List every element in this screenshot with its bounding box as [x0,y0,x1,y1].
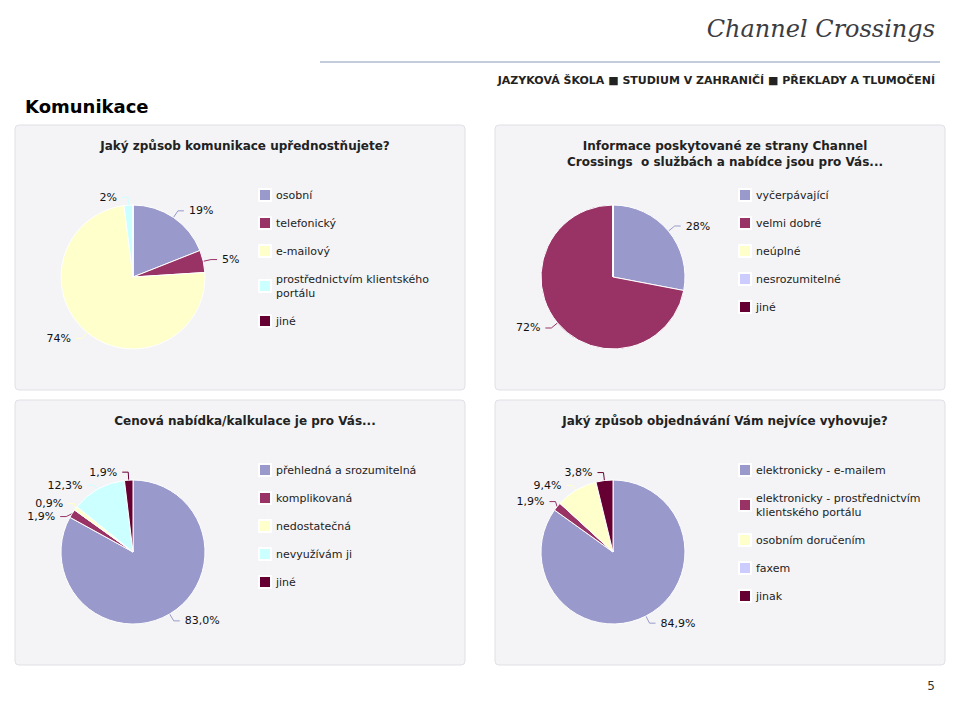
svg-text:Jaký způsob komunikace upředno: Jaký způsob komunikace upřednostňujete? [99,139,390,153]
svg-text:osobní: osobní [276,189,313,202]
svg-text:1,9%: 1,9% [27,510,55,523]
svg-text:prostřednictvím klientského: prostřednictvím klientského [276,273,429,286]
svg-text:jiné: jiné [755,301,776,314]
svg-text:Komunikace: Komunikace [25,96,149,117]
svg-text:jiné: jiné [275,315,296,328]
svg-text:Channel Crossings: Channel Crossings [707,15,935,43]
svg-text:komplikovaná: komplikovaná [276,492,352,505]
svg-text:JAZYKOVÁ ŠKOLA ■ STUDIUM V ZAH: JAZYKOVÁ ŠKOLA ■ STUDIUM V ZAHRANIČÍ ■ P… [497,74,935,87]
svg-text:72%: 72% [516,321,540,334]
svg-text:portálu: portálu [276,287,315,300]
svg-text:19%: 19% [189,204,213,217]
svg-text:neúplné: neúplné [756,245,801,258]
svg-text:9,4%: 9,4% [534,479,562,492]
svg-text:nesrozumitelné: nesrozumitelné [756,273,841,286]
svg-text:5%: 5% [222,253,239,266]
svg-text:1,9%: 1,9% [89,466,117,479]
svg-text:velmi dobré: velmi dobré [756,217,822,230]
svg-text:74%: 74% [47,332,71,345]
svg-text:84,9%: 84,9% [661,617,696,630]
svg-text:1,9%: 1,9% [517,495,545,508]
svg-text:elektronicky - e-mailem: elektronicky - e-mailem [756,464,886,477]
svg-text:Informace poskytované ze stran: Informace poskytované ze strany Channel [583,139,867,153]
svg-text:2%: 2% [100,191,117,204]
svg-text:faxem: faxem [756,562,790,575]
svg-text:Crossings o službách a nabídc: Crossings o službách a nabídce jsou pro … [567,155,883,169]
svg-text:jiné: jiné [275,576,296,589]
svg-text:jinak: jinak [755,590,783,603]
svg-text:e-mailový: e-mailový [276,245,331,258]
svg-text:elektronicky - prostřednictvím: elektronicky - prostřednictvím [756,492,921,505]
svg-text:12,3%: 12,3% [48,479,83,492]
svg-text:Cenová nabídka/kalkulace je pr: Cenová nabídka/kalkulace je pro Vás... [114,414,376,428]
svg-text:Jaký způsob objednávání Vám ne: Jaký způsob objednávání Vám nejvíce vyho… [561,414,888,428]
svg-text:přehledná a srozumitelná: přehledná a srozumitelná [276,464,416,477]
svg-text:vyčerpávající: vyčerpávající [756,189,829,202]
svg-text:telefonický: telefonický [276,217,337,230]
svg-text:5: 5 [927,679,935,693]
svg-text:klientského portálu: klientského portálu [756,506,862,519]
svg-text:0,9%: 0,9% [35,497,63,510]
svg-text:28%: 28% [686,220,710,233]
svg-text:nevyužívám ji: nevyužívám ji [276,548,352,561]
svg-text:83,0%: 83,0% [185,614,220,627]
svg-text:3,8%: 3,8% [565,466,593,479]
svg-text:osobním doručením: osobním doručením [756,534,865,547]
svg-text:nedostatečná: nedostatečná [276,520,351,533]
